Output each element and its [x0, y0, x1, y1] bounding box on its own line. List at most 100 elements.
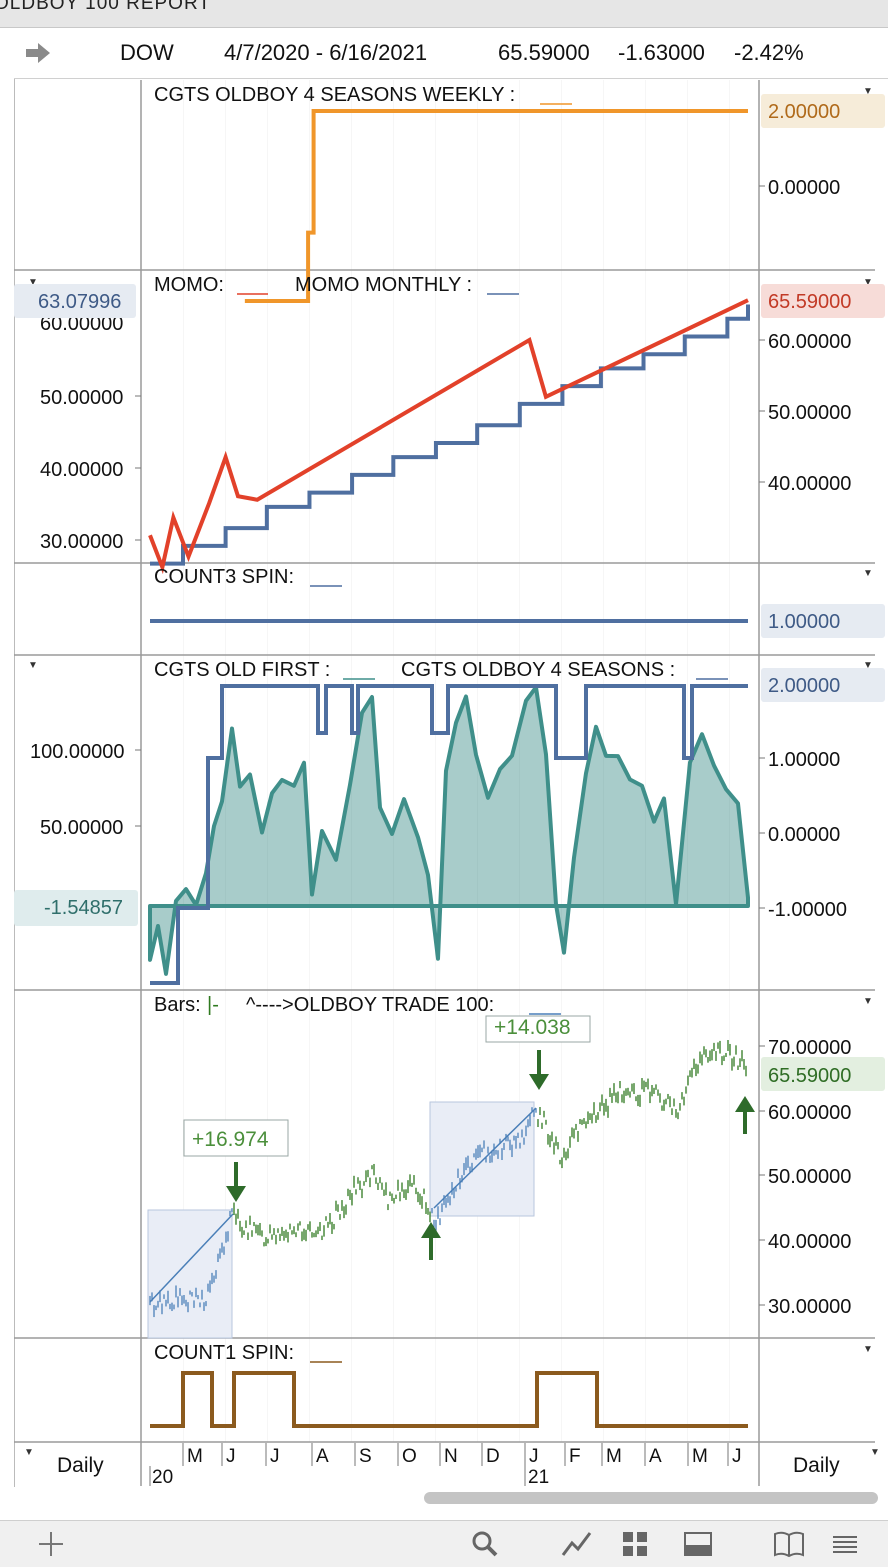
oldfirst-left-badge-text: -1.54857 [44, 897, 123, 919]
month-label: A [316, 1446, 329, 1467]
count1-step-line [150, 1371, 748, 1428]
price-change-pct: -2.42% [734, 40, 804, 65]
count3-title: COUNT3 SPIN: [154, 566, 294, 588]
momo-monthly-title: MOMO MONTHLY : [295, 274, 472, 296]
oldfirst-left-chevron-icon[interactable]: ▼ [28, 660, 38, 671]
arrow-up-icon [421, 1222, 441, 1260]
gain-label-2-text: +14.038 [494, 1016, 571, 1039]
price-tick-4: 30.00000 [768, 1296, 851, 1318]
count1-title: COUNT1 SPIN: [154, 1342, 294, 1364]
oldfirst-left-tick-0: 100.00000 [30, 741, 125, 763]
momo-left-tick-0: 50.00000 [40, 387, 123, 409]
month-label: M [606, 1446, 622, 1467]
price-bars [149, 1040, 747, 1318]
month-label: J [732, 1446, 742, 1467]
gain-label-2 [485, 1015, 591, 1043]
month-label: J [226, 1446, 236, 1467]
momo-right-badge-text: 65.59000 [768, 291, 851, 313]
price-tick-3: 40.00000 [768, 1231, 851, 1253]
price-chevron-icon[interactable]: ▼ [863, 996, 873, 1007]
chart-area[interactable]: CGTS OLDBOY 4 SEASONS WEEKLY : 2.00000 0… [0, 0, 888, 1520]
momo-right-tick-2: 40.00000 [768, 473, 851, 495]
oldfirst-seasons-title: CGTS OLDBOY 4 SEASONS : [401, 659, 675, 681]
count1-chevron-icon[interactable]: ▼ [863, 1344, 873, 1355]
line-chart-icon[interactable] [560, 1529, 594, 1559]
plus-icon[interactable] [36, 1529, 66, 1559]
month-label: J [529, 1446, 539, 1467]
trade-regression-1 [149, 1213, 234, 1303]
date-range: 4/7/2020 - 6/16/2021 [224, 40, 428, 65]
panel-icon[interactable] [682, 1529, 714, 1559]
menu-icon[interactable] [830, 1529, 860, 1559]
interval-left-chevron-icon[interactable]: ▼ [24, 1447, 34, 1458]
search-icon[interactable] [470, 1529, 500, 1559]
grid-icon[interactable] [620, 1529, 650, 1559]
horizontal-scrollbar[interactable] [424, 1492, 878, 1504]
arrow-right-icon[interactable] [24, 40, 52, 66]
oldfirst-seasons-step-line [150, 684, 748, 985]
month-label: A [649, 1446, 662, 1467]
weekly-value-badge [761, 94, 885, 128]
price-right-badge-text: 65.59000 [768, 1065, 851, 1087]
month-label: O [402, 1446, 417, 1467]
month-label: J [270, 1446, 280, 1467]
arrow-down-icon [226, 1162, 246, 1202]
momo-right-tick-1: 50.00000 [768, 402, 851, 424]
price-tick-0: 70.00000 [768, 1037, 851, 1059]
count3-value-badge [761, 604, 885, 638]
oldfirst-right-tick-1: 0.00000 [768, 824, 840, 846]
trade-box-2 [429, 1101, 535, 1217]
oldfirst-right-badge [761, 668, 885, 702]
interval-right-label[interactable]: Daily [793, 1454, 840, 1477]
weekly-series-line [244, 109, 748, 303]
oldfirst-right-tick-2: -1.00000 [768, 899, 847, 921]
momo-monthly-step-line [150, 304, 750, 566]
month-label: D [486, 1446, 500, 1467]
month-label: N [444, 1446, 458, 1467]
interval-right-chevron-icon[interactable]: ▼ [870, 1447, 880, 1458]
book-icon[interactable] [772, 1529, 806, 1559]
oldfirst-right-chevron-icon[interactable]: ▼ [863, 660, 873, 671]
trade-title: ^---->OLDBOY TRADE 100: [246, 994, 494, 1016]
price-tick-1: 60.00000 [768, 1102, 851, 1124]
momo-right-chevron-icon[interactable]: ▼ [863, 277, 873, 288]
bars-symbol: |- [207, 994, 219, 1016]
count3-value-text: 1.00000 [768, 611, 840, 633]
price-change: -1.63000 [618, 40, 705, 65]
momo-left-partial-tick: 60.00000 [40, 313, 123, 335]
symbol[interactable]: DOW [120, 40, 174, 65]
momo-left-tick-2: 30.00000 [40, 531, 123, 553]
oldfirst-right-tick-0: 1.00000 [768, 749, 840, 771]
price-title: Bars: [154, 994, 201, 1016]
oldfirst-left-badge [14, 890, 138, 926]
month-label: S [359, 1446, 372, 1467]
momo-line [148, 298, 749, 575]
momo-left-tick-1: 40.00000 [40, 459, 123, 481]
price-tick-2: 50.00000 [768, 1166, 851, 1188]
month-label: M [692, 1446, 708, 1467]
momo-left-chevron-icon[interactable]: ▼ [28, 277, 38, 288]
price-right-badge [761, 1057, 885, 1091]
window-title: OLDBOY 100 REPORT [0, 0, 211, 14]
month-label: F [569, 1446, 581, 1467]
arrow-up-icon [735, 1096, 755, 1134]
last-price: 65.59000 [498, 40, 590, 65]
count3-chevron-icon[interactable]: ▼ [863, 568, 873, 579]
arrow-down-icon [529, 1050, 549, 1090]
momo-left-badge [14, 284, 136, 318]
weekly-chevron-icon[interactable]: ▼ [863, 86, 873, 97]
trade-box-1 [147, 1209, 233, 1339]
window-titlebar: OLDBOY 100 REPORT [0, 0, 888, 28]
trade-regression-2 [433, 1107, 537, 1209]
gain-label-1-text: +16.974 [192, 1128, 269, 1151]
interval-left-label[interactable]: Daily [57, 1454, 104, 1477]
bottom-toolbar [0, 1520, 888, 1567]
oldfirst-right-badge-text: 2.00000 [768, 675, 840, 697]
weekly-value-text: 2.00000 [768, 101, 840, 123]
year-label-20: 20 [152, 1467, 173, 1488]
oldfirst-area [148, 685, 750, 976]
weekly-title: CGTS OLDBOY 4 SEASONS WEEKLY : [154, 84, 515, 106]
quote-header: DOW 4/7/2020 - 6/16/2021 65.59000 -1.630… [14, 28, 888, 79]
momo-right-tick-0: 60.00000 [768, 331, 851, 353]
